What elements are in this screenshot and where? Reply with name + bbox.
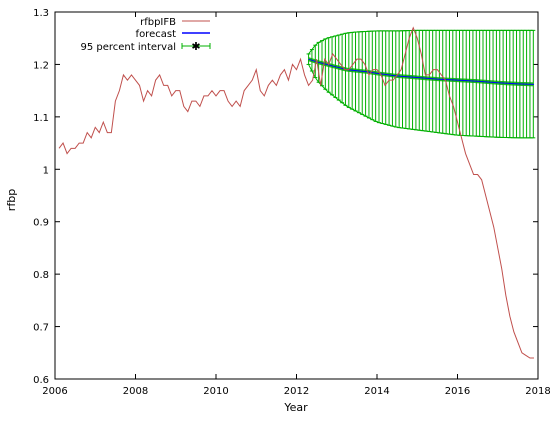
- x-tick-label: 2006: [42, 386, 67, 397]
- y-axis-label: rfbp: [5, 189, 18, 211]
- y-tick-labels: 0.6 0.7 0.8 0.9 1 1.1 1.2 1.3: [33, 8, 49, 386]
- y-tick-label: 1: [43, 165, 49, 176]
- axis-ticks: [54, 11, 539, 380]
- x-tick-label: 2016: [445, 386, 470, 397]
- legend-swatch-interval-star: ✱: [191, 40, 200, 53]
- x-axis-label: Year: [283, 401, 308, 414]
- rfbpIFB-line: [58, 26, 534, 359]
- x-tick-label: 2008: [123, 386, 148, 397]
- y-tick-label: 0.6: [33, 375, 49, 386]
- plot-area: [54, 11, 539, 380]
- y-tick-label: 1.2: [33, 60, 49, 71]
- y-tick-label: 1.1: [33, 113, 49, 124]
- legend-label: 95 percent interval: [80, 42, 176, 53]
- y-tick-label: 0.7: [33, 323, 49, 334]
- x-tick-labels: 2006 2008 2010 2012 2014 2016 2018: [42, 386, 550, 397]
- interval-upper-edge: [308, 29, 534, 55]
- legend-label: rfbpIFB: [140, 17, 176, 28]
- x-tick-label: 2018: [525, 386, 550, 397]
- x-tick-label: 2014: [364, 386, 389, 397]
- y-tick-label: 0.8: [33, 270, 49, 281]
- y-tick-label: 0.9: [33, 218, 49, 229]
- plot-frame: [54, 11, 539, 380]
- x-tick-label: 2012: [284, 386, 309, 397]
- x-tick-label: 2010: [203, 386, 228, 397]
- forecast-line: [308, 58, 534, 85]
- interval-lower-edge: [308, 64, 534, 139]
- legend-label: forecast: [136, 29, 177, 40]
- series-lines: [58, 26, 534, 359]
- y-tick-label: 1.3: [33, 8, 49, 19]
